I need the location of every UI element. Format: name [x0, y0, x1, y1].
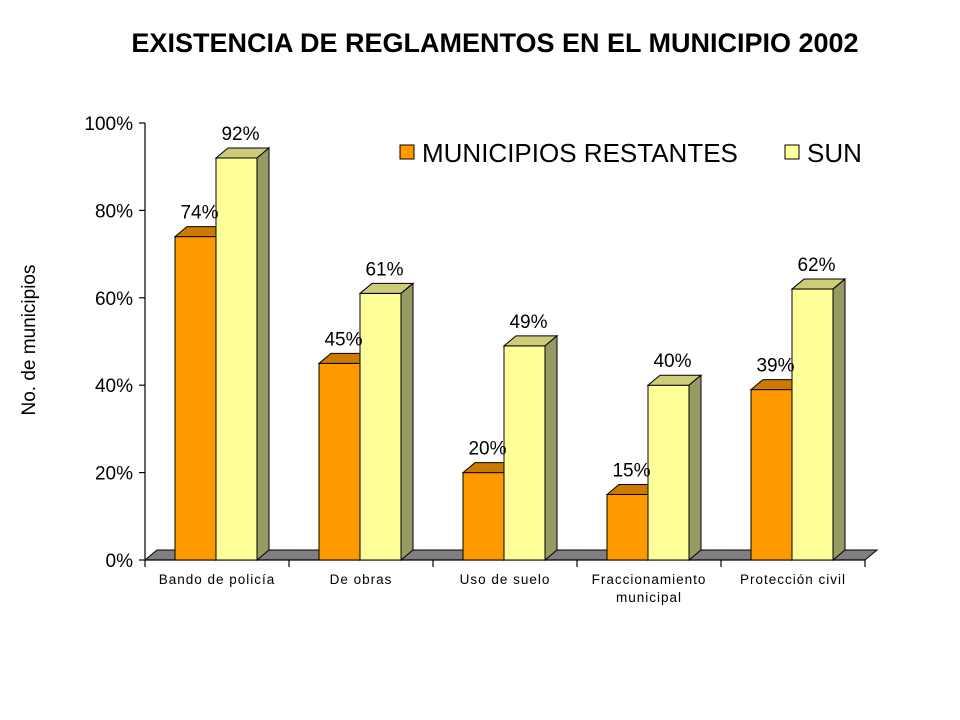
- data-label: 39%: [756, 356, 794, 377]
- legend-label: SUN: [807, 138, 862, 168]
- bar-side: [256, 146, 270, 562]
- y-tick-label: 20%: [95, 464, 133, 485]
- data-labels: 74% 92% 45% 61% 20% 49% 15% 40% 39% 62%: [180, 124, 835, 481]
- y-axis-label: No. de municipios: [19, 264, 40, 415]
- y-tick-label: 80%: [95, 201, 133, 222]
- data-label: 92%: [221, 124, 259, 145]
- bar-front: [791, 288, 834, 561]
- y-axis: 0% 20% 40% 60% 80% 100%: [84, 114, 146, 572]
- bars: [173, 146, 847, 562]
- legend-label: MUNICIPIOS RESTANTES: [422, 138, 738, 168]
- bar: [502, 334, 559, 562]
- bar-front: [503, 345, 546, 561]
- x-category-label: Protección civil: [740, 572, 846, 587]
- bar-front: [462, 472, 505, 561]
- y-tick-label: 60%: [95, 289, 133, 310]
- y-axis-label-group: No. de municipios: [19, 264, 40, 415]
- data-label: 61%: [365, 259, 403, 280]
- bar: [214, 146, 271, 562]
- bar-side: [688, 374, 702, 562]
- chart-title: EXISTENCIA DE REGLAMENTOS EN EL MUNICIPI…: [131, 28, 859, 58]
- bar-front: [750, 389, 793, 561]
- bar-front: [215, 157, 258, 561]
- bar: [646, 374, 703, 562]
- bar-front: [318, 362, 361, 561]
- y-tick-label: 100%: [84, 114, 133, 135]
- x-category-label: Uso de suelo: [460, 572, 551, 587]
- bar-side: [832, 277, 846, 562]
- y-tick-label: 0%: [106, 551, 134, 572]
- bar-side: [400, 282, 414, 562]
- x-category-label: Fraccionamiento: [592, 572, 707, 587]
- x-category-label: De obras: [330, 572, 393, 587]
- x-category-label: municipal: [616, 590, 682, 605]
- data-label: 74%: [180, 203, 218, 224]
- bar-front: [647, 384, 690, 561]
- bar-front: [174, 236, 217, 561]
- legend: MUNICIPIOS RESTANTES SUN: [399, 138, 862, 168]
- bar-front: [606, 493, 649, 561]
- x-category-label: Bando de policía: [159, 572, 276, 587]
- bar-front: [359, 292, 402, 561]
- y-tick-label: 40%: [95, 376, 133, 397]
- bar-side: [544, 334, 558, 562]
- bar: [358, 282, 415, 562]
- data-label: 15%: [612, 460, 650, 481]
- data-label: 49%: [509, 312, 547, 333]
- data-label: 45%: [324, 329, 362, 350]
- data-label: 40%: [653, 351, 691, 372]
- legend-swatch: [784, 144, 800, 160]
- data-label: 62%: [797, 255, 835, 276]
- legend-swatch: [399, 144, 415, 160]
- data-label: 20%: [468, 439, 506, 460]
- bar: [790, 277, 847, 562]
- x-axis: Bando de policía De obras Uso de suelo Frac…: [144, 559, 866, 605]
